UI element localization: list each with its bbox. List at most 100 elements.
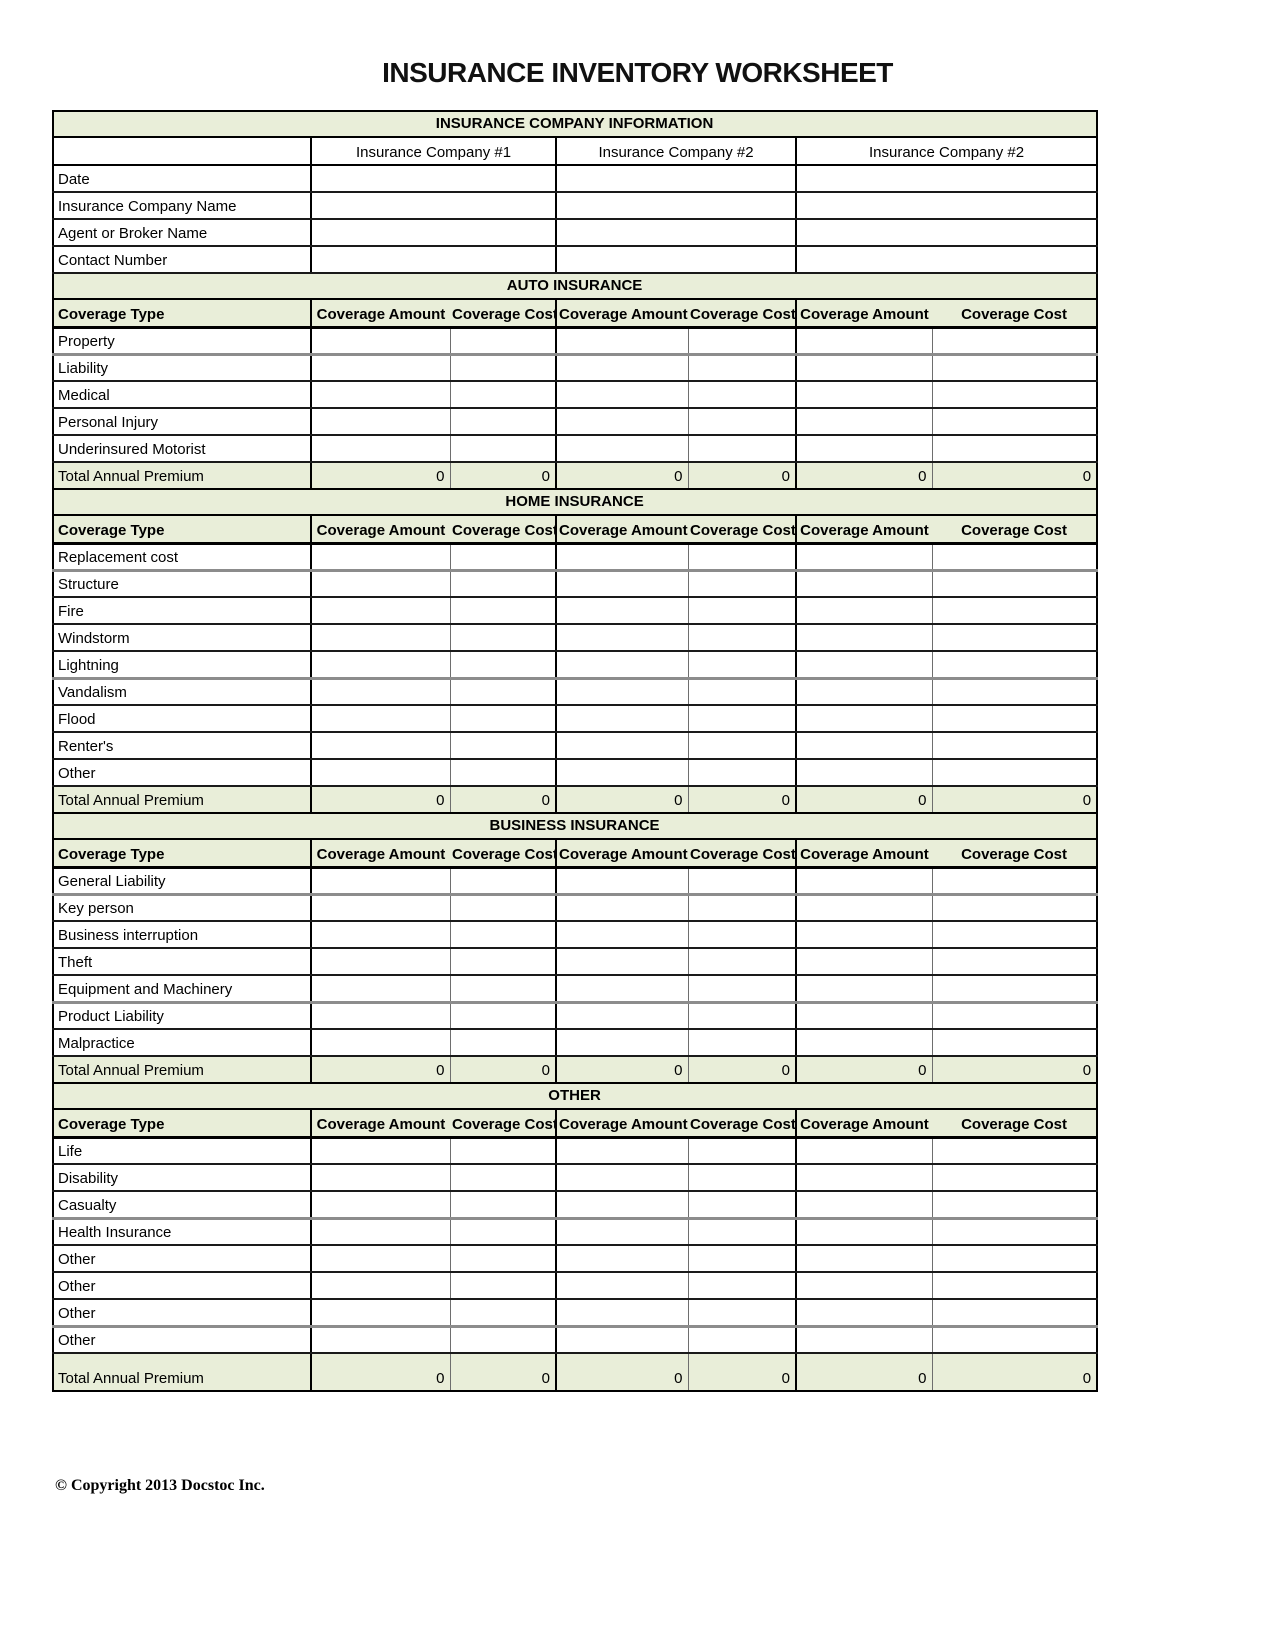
entry-cell[interactable] bbox=[311, 894, 450, 922]
entry-cell[interactable] bbox=[795, 1164, 932, 1192]
entry-cell[interactable] bbox=[311, 543, 450, 572]
entry-cell[interactable] bbox=[687, 1326, 796, 1354]
entry-cell[interactable] bbox=[687, 1191, 796, 1220]
entry-cell[interactable] bbox=[449, 921, 556, 949]
entry-cell[interactable] bbox=[555, 327, 688, 356]
entry-cell[interactable] bbox=[795, 759, 932, 787]
entry-cell[interactable] bbox=[555, 1191, 688, 1220]
entry-cell[interactable] bbox=[449, 1218, 556, 1246]
entry-cell[interactable] bbox=[449, 975, 556, 1004]
entry-cell[interactable] bbox=[311, 651, 450, 680]
entry-cell[interactable] bbox=[555, 354, 688, 382]
entry-cell[interactable] bbox=[795, 867, 932, 896]
entry-cell[interactable] bbox=[555, 381, 688, 409]
entry-cell[interactable] bbox=[449, 597, 556, 625]
entry-cell[interactable] bbox=[555, 597, 688, 625]
entry-cell[interactable] bbox=[687, 354, 796, 382]
entry-cell[interactable] bbox=[311, 624, 450, 652]
entry-cell[interactable] bbox=[795, 1218, 932, 1246]
entry-cell[interactable] bbox=[687, 327, 796, 356]
entry-cell[interactable] bbox=[795, 1245, 932, 1273]
entry-cell[interactable] bbox=[687, 894, 796, 922]
entry-cell[interactable] bbox=[931, 381, 1098, 409]
entry-cell[interactable] bbox=[449, 1164, 556, 1192]
entry-cell[interactable] bbox=[311, 1272, 450, 1300]
entry-cell[interactable] bbox=[931, 705, 1098, 733]
entry-cell[interactable] bbox=[795, 1002, 932, 1030]
entry-cell[interactable] bbox=[449, 1029, 556, 1057]
entry-cell[interactable] bbox=[931, 597, 1098, 625]
entry-cell[interactable] bbox=[795, 651, 932, 680]
entry-cell[interactable] bbox=[687, 705, 796, 733]
entry-cell[interactable] bbox=[794, 219, 1098, 247]
entry-cell[interactable] bbox=[555, 921, 688, 949]
entry-cell[interactable] bbox=[555, 705, 688, 733]
entry-cell[interactable] bbox=[449, 543, 556, 572]
entry-cell[interactable] bbox=[794, 165, 1098, 193]
entry-cell[interactable] bbox=[311, 678, 450, 706]
entry-cell[interactable] bbox=[449, 435, 556, 463]
entry-cell[interactable] bbox=[555, 192, 796, 220]
entry-cell[interactable] bbox=[795, 408, 932, 436]
entry-cell[interactable] bbox=[555, 219, 796, 247]
entry-cell[interactable] bbox=[555, 570, 688, 598]
entry-cell[interactable] bbox=[795, 354, 932, 382]
entry-cell[interactable] bbox=[311, 1002, 450, 1030]
entry-cell[interactable] bbox=[311, 354, 450, 382]
entry-cell[interactable] bbox=[555, 759, 688, 787]
entry-cell[interactable] bbox=[931, 1137, 1098, 1165]
entry-cell[interactable] bbox=[555, 1002, 688, 1030]
entry-cell[interactable] bbox=[931, 408, 1098, 436]
entry-cell[interactable] bbox=[555, 948, 688, 976]
entry-cell[interactable] bbox=[555, 435, 688, 463]
entry-cell[interactable] bbox=[795, 435, 932, 463]
entry-cell[interactable] bbox=[449, 1191, 556, 1220]
entry-cell[interactable] bbox=[687, 678, 796, 706]
entry-cell[interactable] bbox=[795, 921, 932, 949]
entry-cell[interactable] bbox=[555, 1299, 688, 1328]
entry-cell[interactable] bbox=[931, 678, 1098, 706]
entry-cell[interactable] bbox=[449, 570, 556, 598]
entry-cell[interactable] bbox=[311, 165, 556, 193]
entry-cell[interactable] bbox=[311, 867, 450, 896]
entry-cell[interactable] bbox=[931, 732, 1098, 760]
entry-cell[interactable] bbox=[311, 705, 450, 733]
entry-cell[interactable] bbox=[449, 705, 556, 733]
entry-cell[interactable] bbox=[931, 948, 1098, 976]
entry-cell[interactable] bbox=[687, 975, 796, 1004]
entry-cell[interactable] bbox=[555, 894, 688, 922]
entry-cell[interactable] bbox=[311, 1137, 450, 1165]
entry-cell[interactable] bbox=[795, 1137, 932, 1165]
entry-cell[interactable] bbox=[931, 867, 1098, 896]
entry-cell[interactable] bbox=[795, 948, 932, 976]
entry-cell[interactable] bbox=[555, 624, 688, 652]
entry-cell[interactable] bbox=[794, 246, 1098, 274]
entry-cell[interactable] bbox=[311, 1164, 450, 1192]
entry-cell[interactable] bbox=[795, 1029, 932, 1057]
entry-cell[interactable] bbox=[449, 1245, 556, 1273]
entry-cell[interactable] bbox=[555, 1164, 688, 1192]
entry-cell[interactable] bbox=[687, 435, 796, 463]
entry-cell[interactable] bbox=[687, 921, 796, 949]
entry-cell[interactable] bbox=[311, 327, 450, 356]
entry-cell[interactable] bbox=[555, 1218, 688, 1246]
entry-cell[interactable] bbox=[449, 1299, 556, 1328]
entry-cell[interactable] bbox=[449, 1326, 556, 1354]
entry-cell[interactable] bbox=[795, 1191, 932, 1220]
entry-cell[interactable] bbox=[311, 948, 450, 976]
entry-cell[interactable] bbox=[311, 1218, 450, 1246]
entry-cell[interactable] bbox=[449, 327, 556, 356]
entry-cell[interactable] bbox=[449, 732, 556, 760]
entry-cell[interactable] bbox=[795, 1326, 932, 1354]
entry-cell[interactable] bbox=[931, 1164, 1098, 1192]
entry-cell[interactable] bbox=[311, 732, 450, 760]
entry-cell[interactable] bbox=[931, 570, 1098, 598]
entry-cell[interactable] bbox=[687, 732, 796, 760]
entry-cell[interactable] bbox=[931, 1191, 1098, 1220]
entry-cell[interactable] bbox=[449, 381, 556, 409]
entry-cell[interactable] bbox=[555, 543, 688, 572]
entry-cell[interactable] bbox=[687, 1137, 796, 1165]
entry-cell[interactable] bbox=[795, 624, 932, 652]
entry-cell[interactable] bbox=[449, 948, 556, 976]
entry-cell[interactable] bbox=[555, 246, 796, 274]
